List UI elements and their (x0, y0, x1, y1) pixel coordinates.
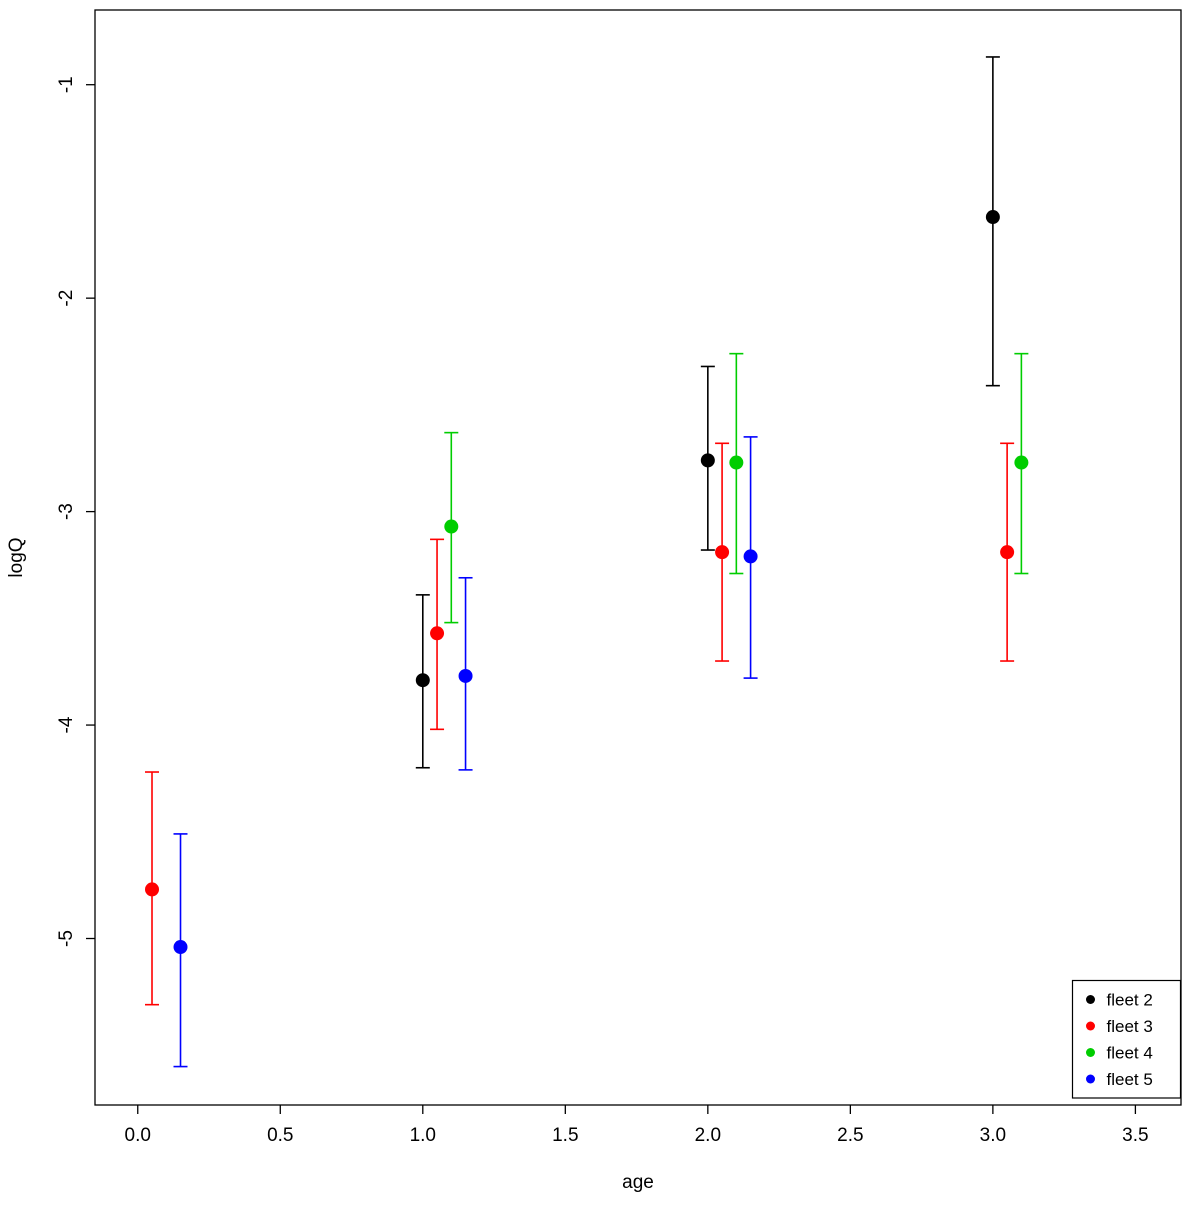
data-point (715, 545, 730, 560)
data-point (430, 626, 445, 641)
data-point (729, 455, 744, 470)
y-axis-title: logQ (6, 537, 27, 577)
x-axis-tick-label: 3.0 (980, 1125, 1006, 1146)
x-axis-tick-label: 0.0 (125, 1125, 151, 1146)
y-axis-tick-label: -1 (56, 76, 77, 93)
y-axis-tick-label: -5 (56, 930, 77, 947)
series-fleet-2 (415, 56, 1000, 769)
legend-swatch (1086, 1074, 1095, 1084)
series-fleet-3 (145, 442, 1015, 1006)
data-point (145, 882, 160, 897)
y-axis-tick-label: -2 (56, 290, 77, 307)
legend-label: fleet 3 (1107, 1017, 1153, 1036)
plot-border (94, 9, 1182, 1106)
x-axis-tick-label: 3.5 (1122, 1125, 1148, 1146)
data-point (415, 673, 430, 688)
data-point (985, 210, 1000, 225)
y-axis-tick-label: -3 (56, 503, 77, 520)
legend-swatch (1086, 995, 1095, 1004)
data-point (743, 549, 758, 564)
data-point (700, 453, 715, 468)
x-axis-tick-label: 0.5 (267, 1125, 293, 1146)
legend-swatch (1086, 1048, 1095, 1057)
legend (1071, 979, 1182, 1099)
data-point (1000, 545, 1015, 560)
x-axis-tick-label: 1.5 (552, 1125, 578, 1146)
data-point (444, 519, 459, 534)
data-point (458, 668, 473, 683)
x-axis-tick-label: 2.5 (837, 1125, 863, 1146)
x-axis-tick-label: 2.0 (695, 1125, 721, 1146)
legend-swatch (1086, 1021, 1095, 1031)
x-axis-title: age (622, 1172, 654, 1193)
legend-label: fleet 4 (1107, 1044, 1153, 1063)
series-fleet-4 (444, 352, 1029, 624)
y-axis-tick-label: -4 (56, 716, 77, 733)
legend-label: fleet 5 (1107, 1070, 1153, 1089)
x-axis-tick-label: 1.0 (410, 1125, 436, 1146)
data-point (173, 940, 188, 955)
series-fleet-5 (173, 436, 758, 1068)
legend-label: fleet 2 (1107, 991, 1153, 1010)
data-point (1014, 455, 1029, 470)
